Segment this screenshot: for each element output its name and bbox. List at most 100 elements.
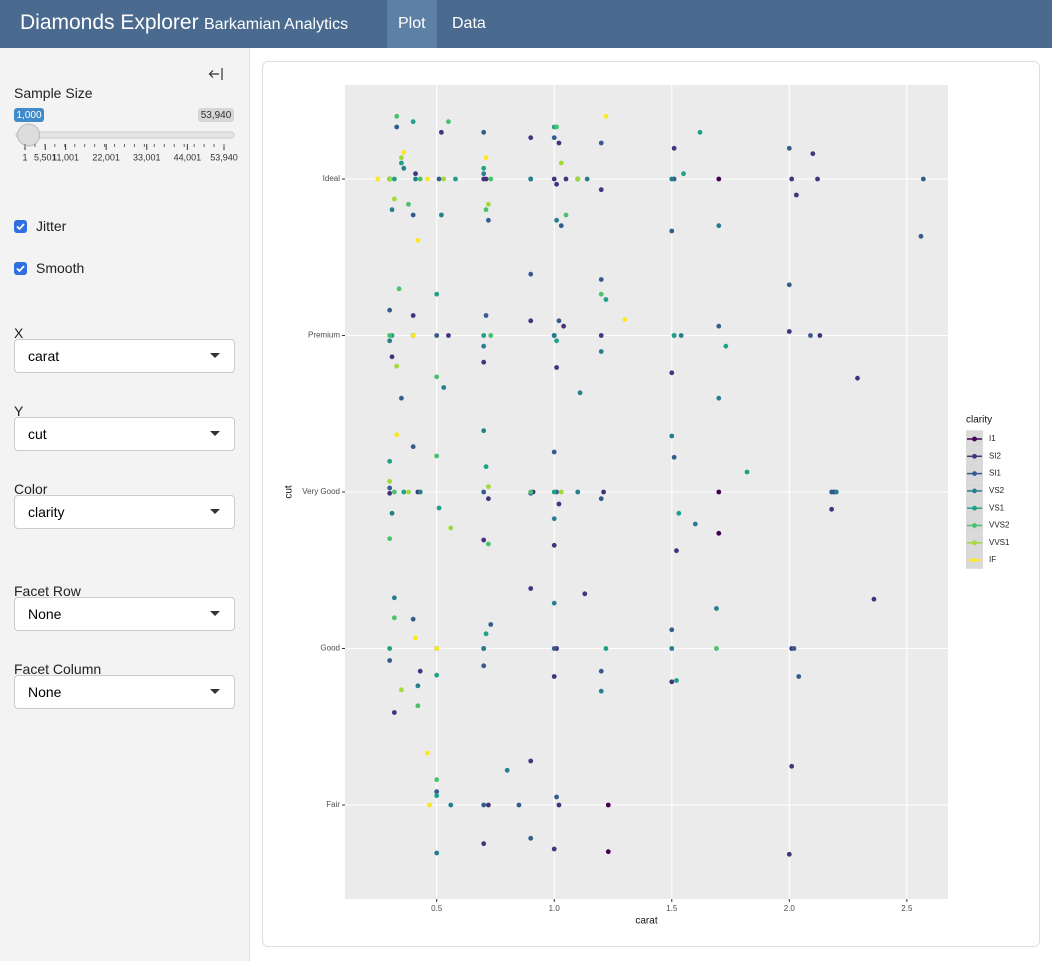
point xyxy=(563,212,569,218)
point xyxy=(399,155,404,161)
point xyxy=(483,207,489,213)
x-tick-label: 1.5 xyxy=(666,904,678,913)
point xyxy=(413,635,418,641)
point xyxy=(436,176,442,182)
point xyxy=(558,160,564,166)
point xyxy=(598,668,604,674)
legend-swatch xyxy=(972,557,977,563)
slider-tick-label: 53,940 xyxy=(210,152,238,162)
point xyxy=(399,687,404,693)
slider-tick-label: 5,501 xyxy=(34,152,57,162)
app-title: Diamonds Explorer xyxy=(20,11,199,34)
select[interactable]: None xyxy=(14,675,235,709)
point xyxy=(671,145,677,151)
legend-swatch xyxy=(972,436,977,442)
point xyxy=(387,658,393,663)
checkbox[interactable] xyxy=(14,262,27,275)
point xyxy=(504,767,510,773)
point xyxy=(598,277,604,282)
point xyxy=(528,489,534,495)
point xyxy=(387,490,393,496)
point xyxy=(446,333,451,338)
point xyxy=(528,318,534,324)
point xyxy=(391,489,397,495)
app-subtitle: Barkamian Analytics xyxy=(204,16,349,33)
point xyxy=(558,489,564,495)
slider-tick-label: 11,001 xyxy=(52,152,79,162)
select[interactable]: cut xyxy=(14,417,235,451)
point xyxy=(434,850,440,856)
point xyxy=(394,113,400,119)
point xyxy=(410,119,416,125)
point xyxy=(584,176,590,182)
point xyxy=(605,849,611,855)
point xyxy=(406,489,411,495)
point xyxy=(406,201,411,207)
point xyxy=(481,489,487,495)
point xyxy=(488,176,494,182)
point xyxy=(481,359,487,365)
point xyxy=(410,444,416,450)
point xyxy=(481,343,487,349)
slider-tick-label: 1 xyxy=(22,152,27,162)
point xyxy=(481,333,487,338)
select-value: carat xyxy=(28,348,60,364)
point xyxy=(669,627,675,633)
checkbox[interactable] xyxy=(14,220,27,233)
point xyxy=(391,176,397,182)
legend-title: clarity xyxy=(966,415,992,426)
collapse-button[interactable] xyxy=(206,66,226,82)
point xyxy=(528,135,534,141)
legend-label: IF xyxy=(989,555,996,564)
point xyxy=(486,541,491,547)
point xyxy=(791,646,797,651)
tab[interactable]: Data xyxy=(452,15,486,32)
point xyxy=(410,616,416,622)
point xyxy=(681,171,686,177)
x-tick-label: 2.0 xyxy=(784,904,796,913)
legend-swatch xyxy=(972,540,977,546)
slider-value-badge xyxy=(14,108,44,122)
point xyxy=(488,622,494,627)
point xyxy=(481,841,487,847)
legend-label: SI2 xyxy=(989,451,1002,460)
point xyxy=(486,217,491,223)
slider-track xyxy=(15,131,235,139)
point xyxy=(481,537,487,543)
point xyxy=(674,548,679,554)
point xyxy=(920,176,926,182)
select-caret xyxy=(209,496,221,539)
point xyxy=(389,510,395,516)
tab[interactable]: Plot xyxy=(387,0,437,48)
point xyxy=(434,374,440,380)
point xyxy=(424,176,430,182)
point xyxy=(434,793,440,799)
legend-swatch xyxy=(972,505,977,511)
point xyxy=(394,124,400,130)
point xyxy=(387,333,393,338)
point xyxy=(387,478,393,484)
select-value: clarity xyxy=(28,504,65,520)
point xyxy=(554,181,559,187)
point xyxy=(918,233,924,239)
select-label: Facet Column xyxy=(14,661,102,677)
point xyxy=(598,140,604,146)
legend-label: VVS1 xyxy=(989,538,1010,547)
point xyxy=(387,536,393,542)
slider-thumb[interactable] xyxy=(17,123,41,147)
point xyxy=(424,750,430,756)
select[interactable]: None xyxy=(14,597,235,631)
legend-label: SI1 xyxy=(989,469,1002,478)
select[interactable]: carat xyxy=(14,339,235,373)
point xyxy=(551,449,557,455)
point xyxy=(453,176,458,182)
select-label: Y xyxy=(14,403,24,419)
legend-label: VS2 xyxy=(989,486,1005,495)
point xyxy=(789,763,795,769)
select[interactable]: clarity xyxy=(14,495,235,529)
point xyxy=(796,674,802,679)
select-label: Color xyxy=(14,481,48,497)
point xyxy=(401,165,407,171)
